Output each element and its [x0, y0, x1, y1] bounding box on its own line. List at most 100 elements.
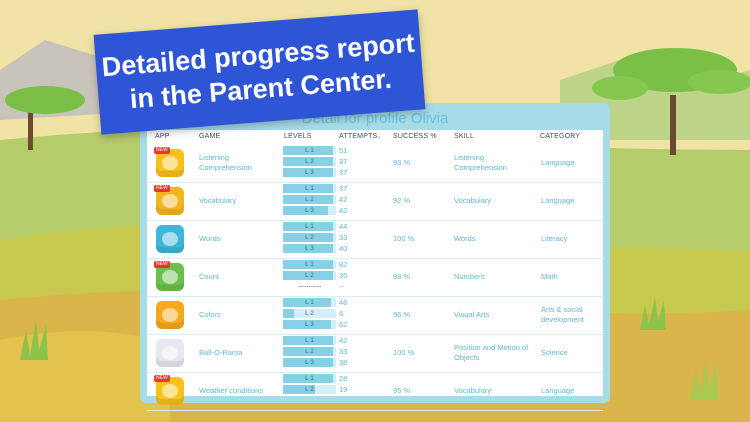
level-bar: L 1 — [283, 260, 336, 269]
success-percent: 98 % — [393, 272, 411, 281]
table-row[interactable]: Words L 1 44 L 2 33 L 3 40 100 % Words Literacy — [147, 220, 603, 259]
level-bar-fill — [283, 195, 333, 204]
game-name: Vocabulary — [199, 196, 237, 205]
level-bar: L 1 — [283, 298, 336, 307]
app-icon-weather: NEW — [154, 375, 184, 405]
header-category: CATEGORY — [540, 133, 581, 140]
success-percent: 100 % — [393, 348, 415, 357]
success-percent: 96 % — [393, 310, 411, 319]
sort-chevron-down-icon[interactable]: ⌄ — [376, 133, 383, 140]
app-icon-face — [162, 308, 178, 322]
skill-name: Vocabulary — [454, 196, 492, 205]
level-label: L 1 — [305, 299, 314, 306]
attempts-value: 37 — [339, 157, 348, 166]
level-bar: L 3 — [283, 206, 336, 215]
attempts-value: 44 — [339, 222, 348, 231]
level-bar: L 2 — [283, 385, 336, 394]
level-bar-fill — [283, 206, 328, 215]
header-skill: SKILL — [454, 133, 475, 140]
level-bar-fill — [283, 157, 333, 166]
header-success: SUCCESS % — [393, 133, 437, 140]
attempts-value: 33 — [339, 233, 348, 242]
level-bar: L 2 — [283, 309, 336, 318]
skill-name: Words — [454, 234, 476, 243]
level-bar-fill — [283, 168, 333, 177]
level-label: L 1 — [305, 261, 314, 268]
attempts-value: 62 — [339, 320, 348, 329]
level-bar: L 3 — [283, 244, 336, 253]
attempts-value: 37 — [339, 168, 348, 177]
app-icon-vocabulary: NEW — [154, 185, 184, 215]
app-icon-face — [162, 194, 178, 208]
report-table — [147, 130, 603, 396]
new-badge: NEW — [154, 261, 170, 268]
level-bar-fill — [283, 358, 333, 367]
app-icon-listening: NEW — [154, 147, 184, 177]
skill-name: Position and Motion of Objects — [454, 343, 529, 362]
success-percent: 93 % — [393, 158, 411, 167]
table-row[interactable]: NEW Weather conditions L 1 28 L 2 19 95 % Vocab… — [147, 372, 603, 411]
category-name: Language — [541, 386, 575, 395]
attempts-value: 37 — [339, 184, 348, 193]
table-row[interactable]: NEW Listening Comprehension L 1 51 L 2 37 L 3 3… — [147, 144, 603, 183]
level-label: L 2 — [305, 348, 314, 355]
header-attempts[interactable]: ATTEMPTS — [339, 133, 378, 140]
level-bar-fill — [283, 184, 333, 193]
app-icon-colors — [156, 301, 184, 329]
level-bar: L 3 — [283, 358, 336, 367]
attempts-value: 42 — [339, 336, 348, 345]
level-bar-fill — [283, 309, 294, 318]
level-bar: L 2 — [283, 271, 336, 280]
category-name: Language — [541, 196, 575, 205]
attempts-value: 42 — [339, 195, 348, 204]
attempts-value: 28 — [339, 374, 348, 383]
attempts-value: 38 — [339, 358, 348, 367]
category-name: Math — [541, 272, 558, 281]
success-percent: 92 % — [393, 196, 411, 205]
level-bar-fill — [283, 336, 333, 345]
level-label: L 3 — [305, 245, 314, 252]
level-bar-fill — [283, 233, 333, 242]
skill-name: Numbers — [454, 272, 485, 281]
attempts-value: 46 — [339, 298, 348, 307]
level-bar: L 2 — [283, 347, 336, 356]
app-icon-count: NEW — [154, 261, 184, 291]
level-label: L 3 — [305, 169, 314, 176]
level-label: L 2 — [305, 272, 314, 279]
category-name: Literacy — [541, 234, 568, 243]
attempts-value: 51 — [339, 146, 348, 155]
table-row[interactable]: Colors L 1 46 L 2 6 L 3 62 96 % Visual Arts Arts … — [147, 296, 603, 335]
table-row[interactable]: NEW Count L 1 82 L 2 35 ----------- -- 98 % Numbe… — [147, 258, 603, 297]
level-bar-fill — [283, 222, 333, 231]
attempts-value: 82 — [339, 260, 348, 269]
level-bar-fill — [283, 244, 333, 253]
new-badge: NEW — [154, 375, 170, 382]
level-label: L 2 — [305, 234, 314, 241]
app-icon-face — [162, 270, 178, 284]
level-bar: ----------- — [283, 282, 336, 291]
game-name: Count — [199, 272, 220, 281]
new-badge: NEW — [154, 147, 170, 154]
app-icon-face — [162, 232, 178, 246]
level-bar: L 1 — [283, 184, 336, 193]
attempts-value: -- — [339, 282, 344, 291]
category-name: Language — [541, 158, 575, 167]
level-label: L 2 — [305, 158, 314, 165]
level-label: L 1 — [305, 223, 314, 230]
level-label: L 1 — [305, 185, 314, 192]
success-percent: 95 % — [393, 386, 411, 395]
app-icon-words — [156, 225, 184, 253]
level-bar: L 2 — [283, 195, 336, 204]
category-name: Arts & social development — [541, 305, 584, 324]
level-bar-fill — [283, 374, 333, 383]
header-levels: LEVELS — [284, 133, 312, 140]
level-label: L 1 — [305, 375, 314, 382]
table-row[interactable]: Ball-O-Rama L 1 42 L 2 33 L 3 38 100 % Position … — [147, 334, 603, 373]
new-badge: NEW — [154, 185, 170, 192]
level-bar: L 3 — [283, 168, 336, 177]
skill-name: Visual Arts — [454, 310, 490, 319]
level-bar: L 2 — [283, 233, 336, 242]
level-label: L 2 — [305, 196, 314, 203]
level-label: L 3 — [305, 321, 314, 328]
table-row[interactable]: NEW Vocabulary L 1 37 L 2 42 L 3 42 92 % Vocabula… — [147, 182, 603, 221]
